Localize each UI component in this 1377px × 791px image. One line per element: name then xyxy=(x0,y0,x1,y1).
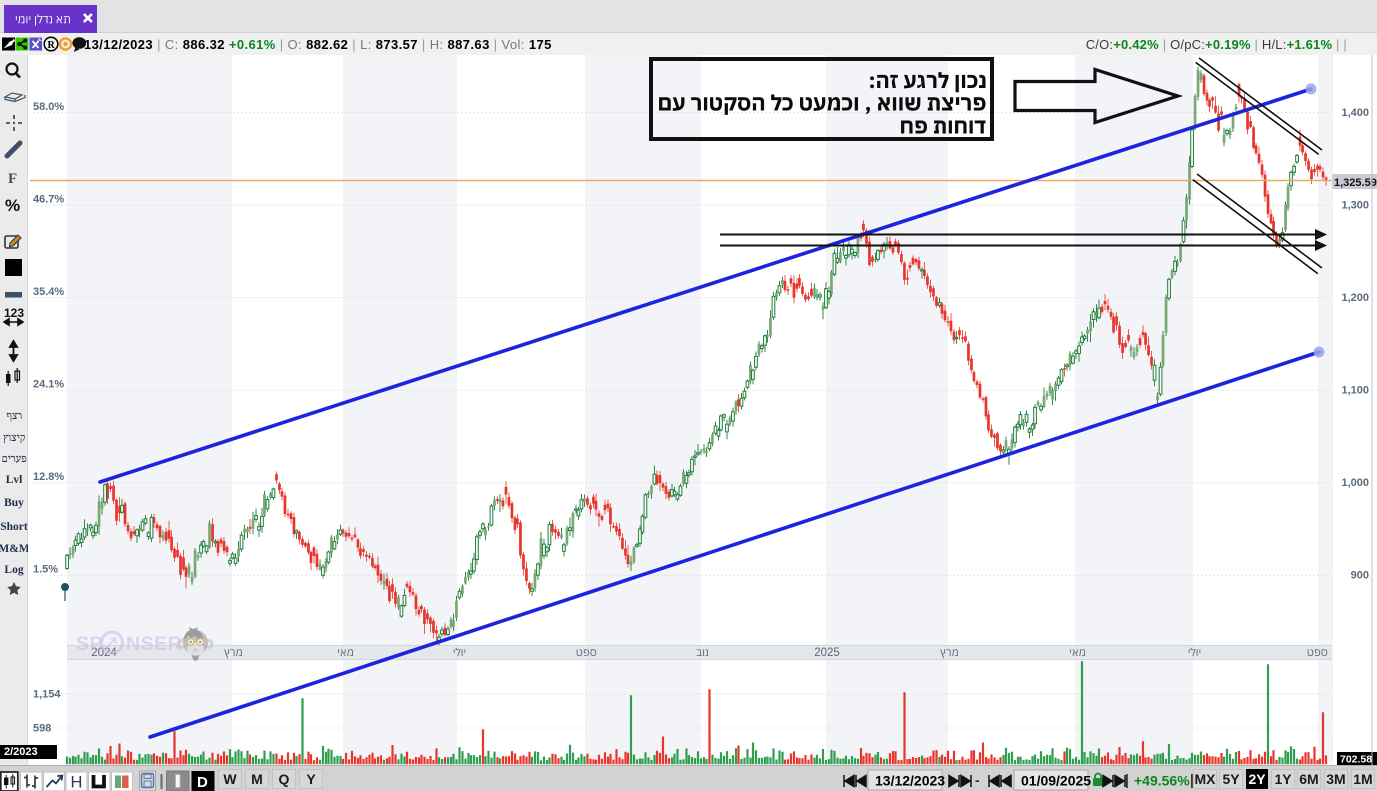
svg-text:702.58: 702.58 xyxy=(1340,754,1372,766)
svg-text:D: D xyxy=(197,774,208,791)
svg-text:-: - xyxy=(975,772,980,788)
svg-text:1,325.59: 1,325.59 xyxy=(1334,177,1377,189)
svg-text:1,100: 1,100 xyxy=(1341,385,1369,397)
svg-text:Lvl: Lvl xyxy=(6,474,23,486)
svg-text:46.7%: 46.7% xyxy=(33,194,64,206)
svg-text:1.5%: 1.5% xyxy=(33,564,58,576)
svg-text:SP: SP xyxy=(76,633,103,655)
svg-text:1,200: 1,200 xyxy=(1341,292,1369,304)
svg-text:900: 900 xyxy=(1351,570,1369,582)
svg-text:Short: Short xyxy=(0,521,28,533)
svg-text:F: F xyxy=(8,171,17,187)
svg-text:1,300: 1,300 xyxy=(1341,200,1369,212)
svg-text:%: % xyxy=(5,196,20,215)
svg-text:M&M: M&M xyxy=(0,543,28,555)
svg-text:13/12/2023: 13/12/2023 xyxy=(875,773,945,789)
svg-text:1,400: 1,400 xyxy=(1341,107,1369,119)
svg-text:2024: 2024 xyxy=(91,647,117,659)
svg-text:35.4%: 35.4% xyxy=(33,286,64,298)
svg-text:2025: 2025 xyxy=(814,647,840,659)
svg-text:01/09/2025: 01/09/2025 xyxy=(1021,773,1091,789)
svg-text:1,000: 1,000 xyxy=(1341,477,1369,489)
svg-text:598: 598 xyxy=(33,723,51,735)
svg-text:NSER: NSER xyxy=(126,633,182,655)
svg-text:Buy: Buy xyxy=(4,497,24,509)
svg-text:H: H xyxy=(71,774,83,791)
svg-text:Log: Log xyxy=(4,564,23,576)
svg-text:1,154: 1,154 xyxy=(33,689,61,701)
svg-text:58.0%: 58.0% xyxy=(33,101,64,113)
svg-text:123: 123 xyxy=(4,306,24,320)
svg-text:R: R xyxy=(48,40,56,51)
svg-text:12.8%: 12.8% xyxy=(33,471,64,483)
svg-text:24.1%: 24.1% xyxy=(33,379,64,391)
svg-text:+49.56%: +49.56% xyxy=(1134,773,1190,789)
